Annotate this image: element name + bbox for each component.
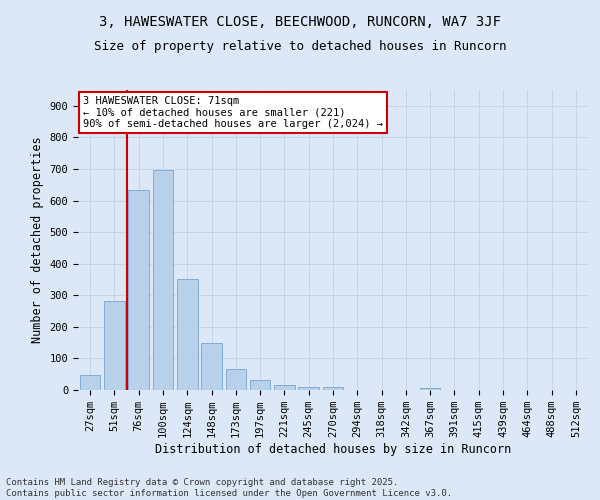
Bar	[152, 170, 173, 390]
Bar	[177, 279, 197, 390]
Bar	[201, 344, 222, 390]
Text: Size of property relative to detached houses in Runcorn: Size of property relative to detached ho…	[94, 40, 506, 53]
Bar	[323, 388, 343, 390]
Bar	[298, 387, 319, 390]
Bar	[250, 380, 271, 390]
Text: 3, HAWESWATER CLOSE, BEECHWOOD, RUNCORN, WA7 3JF: 3, HAWESWATER CLOSE, BEECHWOOD, RUNCORN,…	[99, 15, 501, 29]
Bar	[420, 388, 440, 390]
Y-axis label: Number of detached properties: Number of detached properties	[31, 136, 44, 344]
Bar	[80, 376, 100, 390]
Bar	[274, 386, 295, 390]
Bar	[128, 190, 149, 390]
X-axis label: Distribution of detached houses by size in Runcorn: Distribution of detached houses by size …	[155, 443, 511, 456]
Text: 3 HAWESWATER CLOSE: 71sqm
← 10% of detached houses are smaller (221)
90% of semi: 3 HAWESWATER CLOSE: 71sqm ← 10% of detac…	[83, 96, 383, 129]
Text: Contains HM Land Registry data © Crown copyright and database right 2025.
Contai: Contains HM Land Registry data © Crown c…	[6, 478, 452, 498]
Bar	[226, 368, 246, 390]
Bar	[104, 300, 125, 390]
